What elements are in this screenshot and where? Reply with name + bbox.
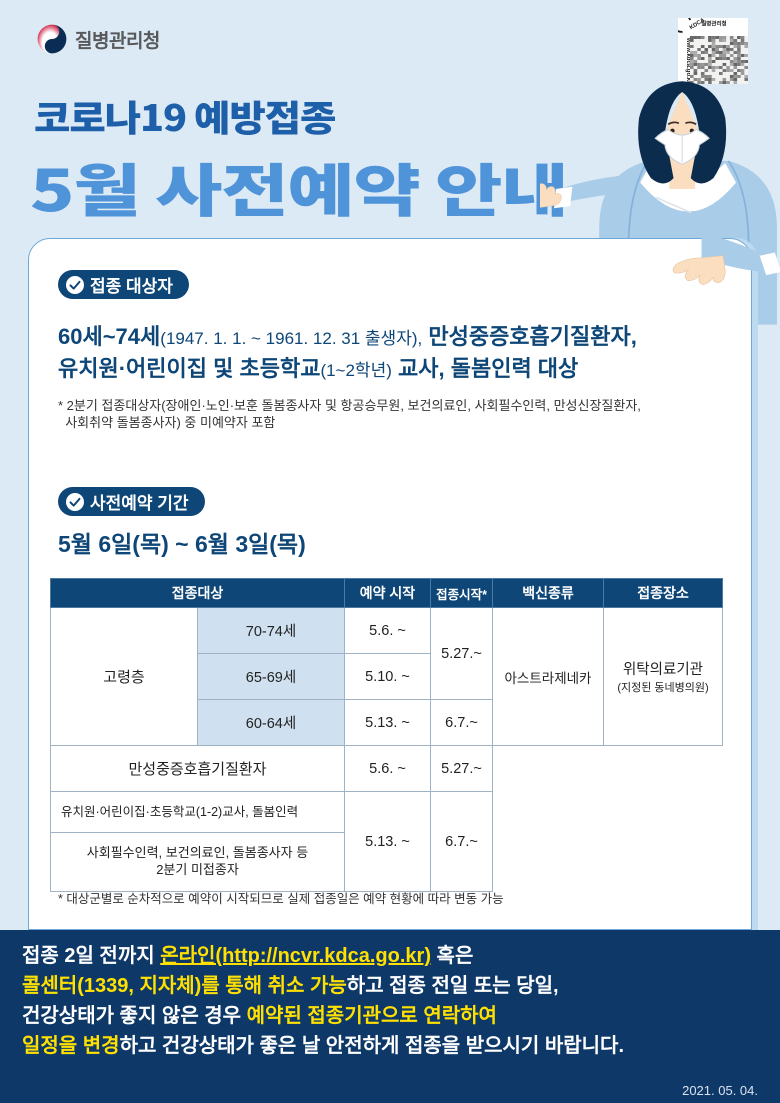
svg-text:질병관리청: 질병관리청 [701,20,726,28]
